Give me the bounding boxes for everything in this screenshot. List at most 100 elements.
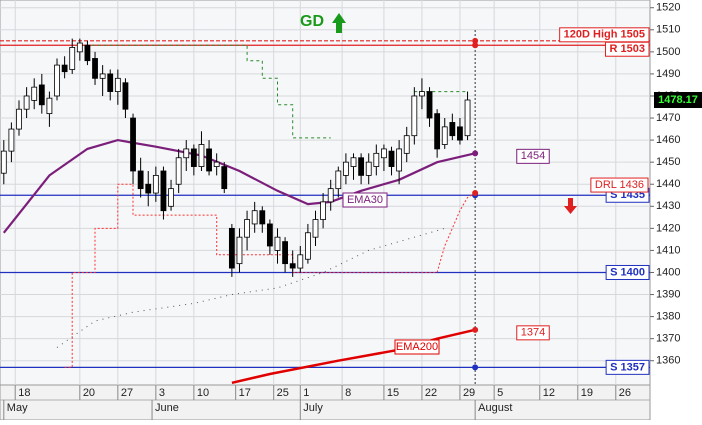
candle-body	[221, 166, 228, 190]
y-tick-label: 1430	[656, 200, 680, 212]
candle-body	[206, 148, 212, 172]
month-label: June	[155, 402, 179, 414]
candle-body	[381, 148, 387, 159]
candle-body	[61, 64, 68, 73]
last-price: 1478.17	[658, 94, 698, 106]
y-tick-label: 1370	[656, 333, 680, 345]
level-label-box	[605, 359, 650, 375]
candle-body	[365, 161, 372, 176]
candle-body	[289, 263, 296, 269]
candle-body	[122, 82, 129, 110]
x-tick-label: 27	[121, 387, 133, 399]
marker-label-box	[516, 148, 550, 164]
marker-label-box	[590, 177, 649, 193]
candle-body	[107, 73, 114, 92]
y-tick-label: 1520	[656, 2, 680, 14]
line-label-box	[342, 192, 388, 208]
candle-body	[168, 188, 174, 207]
level-label: 120D High 1505	[564, 29, 645, 41]
up-arrow	[332, 13, 346, 33]
candle-body	[403, 135, 410, 154]
y-tick-label: 1390	[656, 288, 680, 300]
candle-body	[335, 170, 342, 190]
x-tick-label: 12	[543, 387, 555, 399]
candle-body	[76, 42, 83, 53]
month-label: July	[303, 402, 323, 414]
x-tick-label: 29	[463, 387, 475, 399]
x-tick-label: 17	[239, 387, 251, 399]
x-tick-label: 1	[303, 387, 309, 399]
x-tick-label: 8	[345, 387, 351, 399]
candle-body	[251, 210, 258, 225]
level-label: S 1400	[610, 266, 645, 278]
level-dot	[472, 364, 479, 371]
candle-body	[327, 188, 334, 203]
candle-body	[244, 219, 250, 238]
candle-body	[92, 58, 98, 79]
y-tick-label: 1510	[656, 24, 680, 36]
y-tick-label: 1490	[656, 68, 680, 80]
marker-label: DRL 1436	[595, 179, 644, 191]
candle-body	[304, 232, 311, 260]
month-label: May	[7, 402, 28, 414]
level-label: S 1357	[610, 361, 645, 373]
marker-dot	[472, 326, 479, 333]
candle-body	[396, 148, 403, 172]
candle-body	[183, 148, 190, 159]
y-tick-label: 1460	[656, 134, 680, 146]
x-tick-label: 5	[497, 387, 503, 399]
x-tick-label: 10	[197, 387, 209, 399]
candle-body	[16, 108, 22, 130]
candle-body	[145, 183, 152, 194]
candle-body	[0, 150, 7, 174]
x-tick-label: 20	[83, 387, 95, 399]
candle-body	[175, 157, 182, 185]
line-label-box	[394, 339, 440, 355]
candle-body	[54, 64, 60, 97]
indicator-line	[64, 183, 476, 368]
candle-body	[457, 126, 463, 141]
candle-body	[320, 201, 326, 220]
down-arrow	[564, 198, 577, 214]
level-dot	[472, 37, 479, 44]
x-tick-label: 3	[159, 387, 165, 399]
candle-body	[31, 86, 38, 101]
level-label-box	[559, 27, 650, 43]
candle-body	[373, 152, 380, 167]
candle-body	[358, 157, 365, 176]
x-tick-label: 18	[18, 387, 30, 399]
plot	[0, 30, 650, 385]
candle-body	[434, 113, 441, 150]
candle-body	[46, 97, 53, 115]
y-tick-label: 1420	[656, 222, 680, 234]
candle-body	[160, 170, 167, 212]
candle-body	[449, 122, 456, 137]
indicator-line	[56, 227, 445, 348]
candle-body	[137, 170, 144, 190]
x-tick-label: 26	[619, 387, 631, 399]
marker-label: 1454	[521, 150, 545, 162]
candle-body	[99, 73, 106, 79]
level-label-box	[605, 264, 650, 280]
marker-dot	[472, 190, 479, 197]
marker-dot	[472, 150, 479, 157]
candle-body	[84, 44, 91, 62]
x-tick-label: 22	[425, 387, 437, 399]
last-price-box	[654, 92, 702, 109]
level-label: R 1503	[610, 43, 645, 55]
x-tick-label: 15	[387, 387, 399, 399]
candle-body	[190, 148, 197, 167]
candle-body	[130, 117, 136, 172]
marker-label: 1374	[521, 327, 545, 339]
candle-body	[8, 128, 15, 152]
labels: 1360 1370 1380 1390 1400 1410 1420 1430 1440 1450…	[7, 2, 702, 414]
candle-body	[152, 175, 159, 194]
y-tick-label: 1380	[656, 311, 680, 323]
candle-body	[38, 84, 45, 106]
candle-body	[464, 99, 471, 137]
month-label: August	[478, 402, 512, 414]
line-label: EMA30	[347, 194, 383, 206]
plot-area	[0, 0, 651, 386]
